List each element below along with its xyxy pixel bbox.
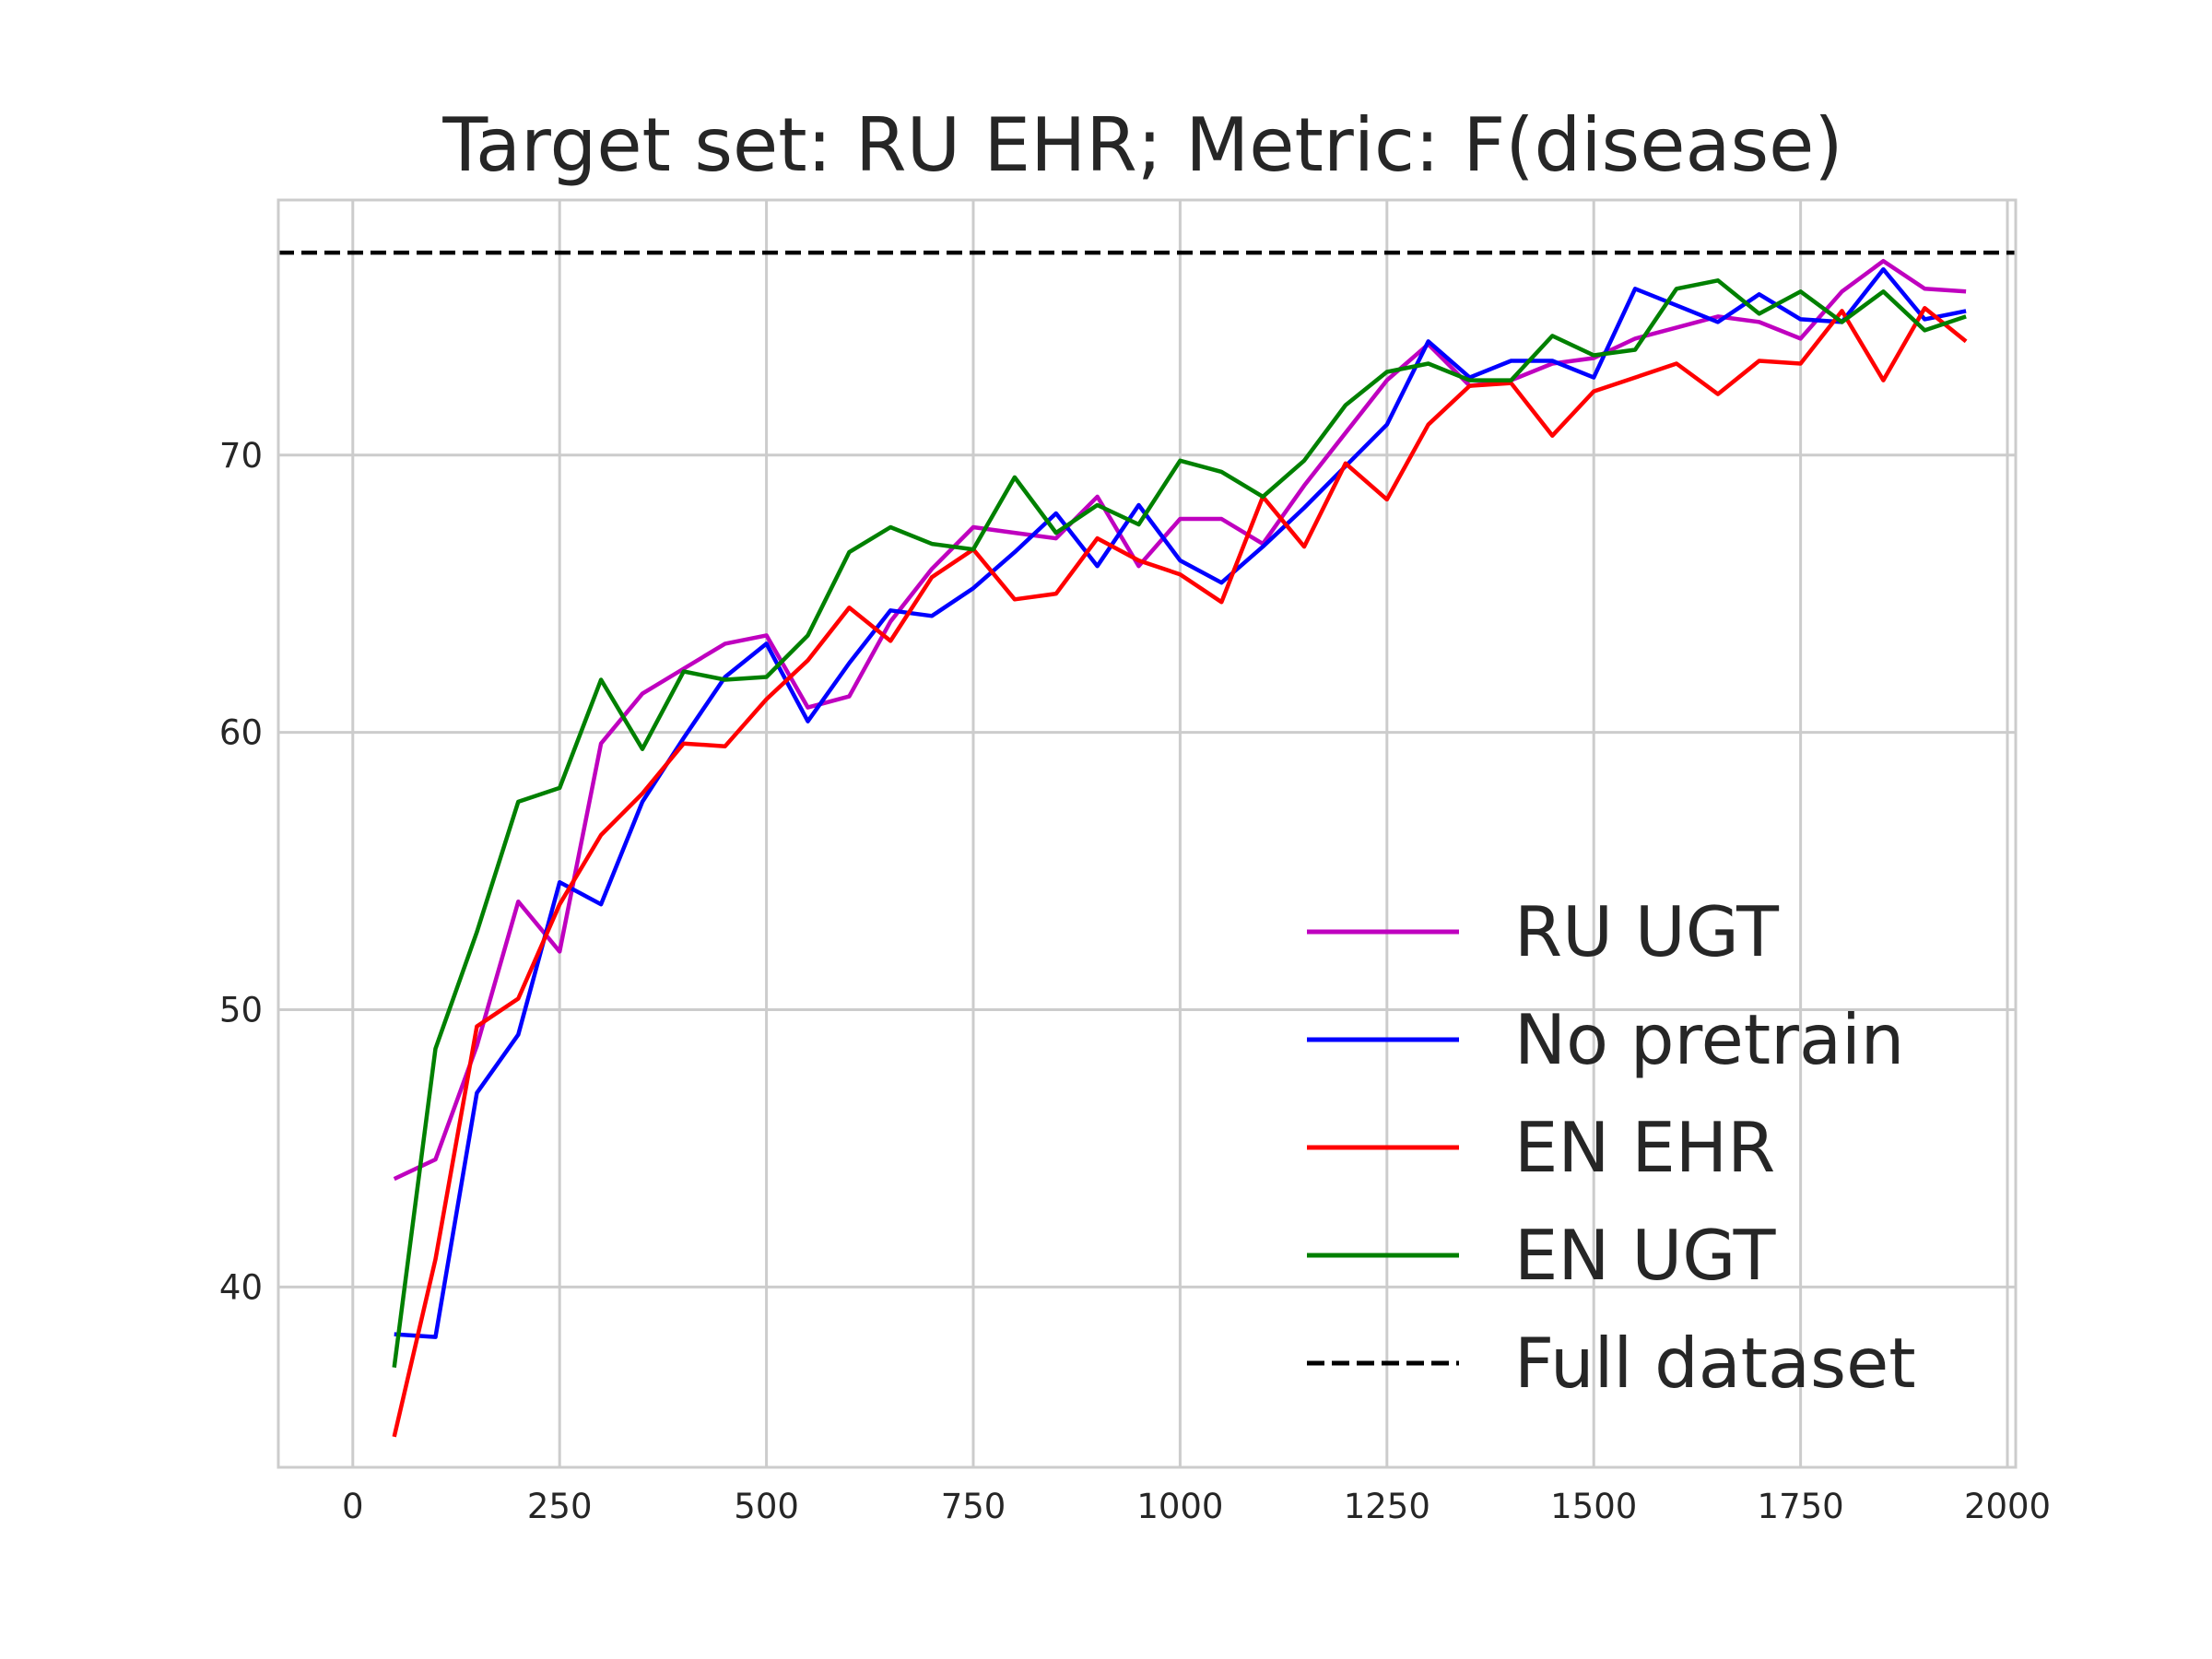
legend-label-no-pretrain: No pretrain [1514, 999, 1904, 1080]
y-axis-ticks: 40 50 60 70 [219, 436, 263, 1308]
x-tick-label: 2000 [1964, 1487, 2051, 1526]
x-tick-label: 250 [527, 1487, 593, 1526]
x-tick-label: 1000 [1136, 1487, 1223, 1526]
x-tick-label: 750 [941, 1487, 1006, 1526]
x-tick-label: 1750 [1758, 1487, 1844, 1526]
legend-label-full-dataset: Full dataset [1514, 1323, 1916, 1404]
x-tick-label: 1500 [1550, 1487, 1637, 1526]
x-tick-label: 500 [734, 1487, 799, 1526]
plot-border [276, 198, 2018, 1469]
series-line-en-ugt [392, 278, 1967, 1368]
series-line-no-pretrain [394, 266, 1967, 1339]
y-tick-label: 60 [219, 713, 263, 753]
y-tick-label: 50 [219, 991, 263, 1030]
legend-label-ru-ugt: RU UGT [1514, 891, 1780, 972]
legend-label-en-ehr: EN EHR [1514, 1107, 1775, 1188]
series-lines [278, 250, 2016, 1438]
grid [278, 200, 2016, 1467]
y-tick-label: 70 [219, 436, 263, 476]
series-line-ru-ugt [393, 258, 1967, 1182]
legend: RU UGT No pretrain EN EHR EN UGT Full datase… [1307, 891, 1916, 1404]
plot-frame [276, 198, 2018, 1469]
x-axis-ticks: 0 250 500 750 1000 1250 1500 1750 2000 [342, 1487, 2051, 1526]
x-tick-label: 0 [342, 1487, 364, 1526]
x-tick-label: 1250 [1344, 1487, 1430, 1526]
series-line-en-ehr [392, 306, 1968, 1438]
legend-label-en-ugt: EN UGT [1514, 1215, 1777, 1296]
y-tick-label: 40 [219, 1267, 263, 1307]
chart-title: Target set: RU EHR; Metric: F(disease) [441, 102, 1842, 188]
